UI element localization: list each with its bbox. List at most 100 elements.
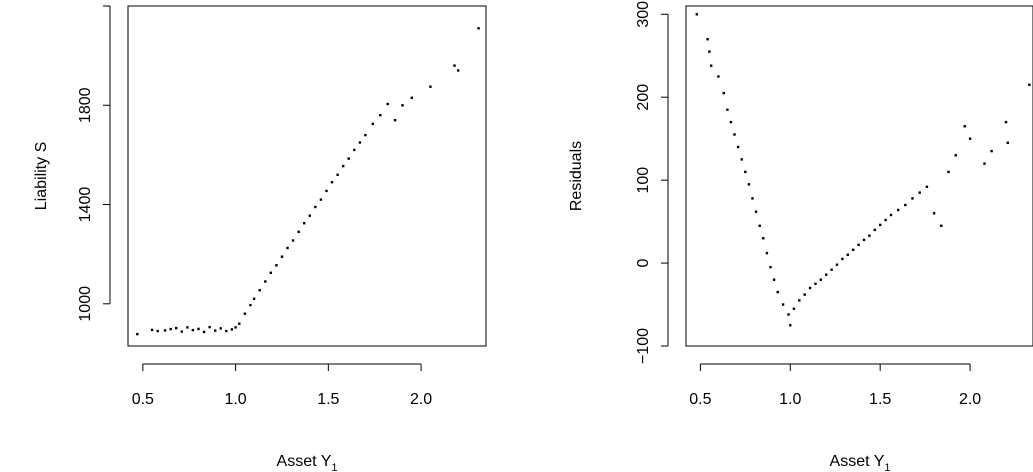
data-point (477, 27, 480, 30)
data-point (781, 303, 785, 306)
data-point (230, 328, 234, 331)
data-point (1028, 83, 1031, 86)
data-point (710, 64, 713, 67)
data-point (163, 329, 167, 332)
data-point (325, 189, 328, 193)
data-point (932, 212, 936, 215)
data-point (798, 299, 801, 302)
data-point (740, 158, 743, 161)
data-point (744, 170, 747, 174)
data-point (243, 312, 247, 315)
data-point (150, 328, 154, 332)
data-point (410, 96, 413, 99)
data-point (336, 173, 339, 176)
data-point (868, 234, 871, 237)
data-point (772, 278, 776, 281)
y-tick-label: 1000 (77, 286, 94, 322)
data-point (297, 230, 300, 233)
data-point (706, 38, 709, 41)
plot-frame (127, 5, 487, 347)
data-point (695, 13, 698, 16)
data-point (792, 307, 796, 310)
y-axis-ticks: 1000 1400 1800 (77, 5, 111, 322)
x-axis-label: Asset Y1 (830, 453, 891, 472)
data-point (308, 214, 311, 217)
data-point (175, 326, 178, 330)
data-point (234, 326, 237, 329)
data-point (342, 164, 345, 168)
data-point (314, 205, 317, 209)
y-axis-label: Residuals (568, 141, 585, 211)
data-point (808, 286, 812, 290)
data-point (819, 278, 822, 281)
x-tick-label: 1.5 (869, 391, 891, 408)
data-point (925, 185, 929, 188)
y-tick-label: 100 (635, 167, 652, 194)
plot-frame (685, 5, 1033, 347)
data-point (453, 64, 456, 67)
scatter-points (136, 27, 480, 336)
data-point (769, 266, 772, 269)
data-point (862, 238, 866, 242)
data-point (319, 198, 323, 201)
data-point (754, 210, 758, 213)
data-point (156, 329, 159, 333)
data-point (286, 246, 289, 250)
data-point (758, 224, 761, 227)
data-point (191, 328, 195, 332)
y-tick-label: 200 (635, 84, 652, 111)
data-point (776, 290, 779, 294)
data-point (879, 223, 882, 227)
data-point (983, 162, 986, 165)
data-point (238, 322, 241, 325)
liability-scatter-panel: 0.5 1.0 1.5 2.0 1000 1400 1800 Liability S As… (33, 5, 487, 472)
data-point (852, 248, 855, 251)
data-point (197, 327, 200, 331)
data-point (457, 69, 460, 72)
data-point (968, 137, 972, 140)
residuals-scatter-panel: 0.5 1.0 1.5 2.0 −100 0 100 200 300 Residuals As… (568, 1, 1033, 472)
x-tick-label: 2.0 (410, 391, 432, 408)
x-axis-label-text: Asset Y (830, 453, 885, 470)
x-tick-label: 1.0 (224, 391, 246, 408)
data-point (954, 154, 957, 157)
data-point (169, 327, 172, 331)
data-point (186, 326, 189, 329)
data-point (136, 332, 139, 336)
data-point (889, 213, 893, 217)
x-axis-ticks: 0.5 1.0 1.5 2.0 (132, 363, 432, 408)
data-point (429, 85, 432, 88)
data-point (214, 329, 217, 332)
data-point (393, 119, 397, 122)
data-point (330, 181, 334, 184)
x-tick-label: 1.5 (317, 391, 339, 408)
data-point (275, 264, 278, 267)
x-axis-label: Asset Y1 (277, 453, 338, 472)
x-tick-label: 2.0 (959, 391, 981, 408)
data-point (841, 257, 844, 261)
y-tick-label: 1400 (77, 187, 94, 223)
data-point (751, 197, 754, 200)
data-point (835, 263, 839, 266)
data-point (789, 324, 792, 327)
data-point (736, 145, 740, 149)
data-point (269, 271, 272, 274)
data-point (911, 197, 914, 200)
data-point (347, 157, 350, 160)
data-point (963, 125, 966, 128)
data-point (918, 191, 921, 194)
data-point (252, 297, 256, 300)
data-point (846, 253, 849, 256)
data-point (803, 293, 806, 296)
x-axis-ticks: 0.5 1.0 1.5 2.0 (689, 363, 981, 408)
data-point (830, 268, 833, 271)
data-point (940, 224, 943, 227)
data-point (726, 108, 729, 111)
data-point (202, 330, 206, 334)
data-point (364, 133, 367, 137)
data-point (814, 282, 817, 285)
data-point (303, 222, 306, 225)
y-tick-label: −100 (635, 328, 652, 364)
data-point (1006, 141, 1009, 144)
data-point (249, 303, 252, 307)
